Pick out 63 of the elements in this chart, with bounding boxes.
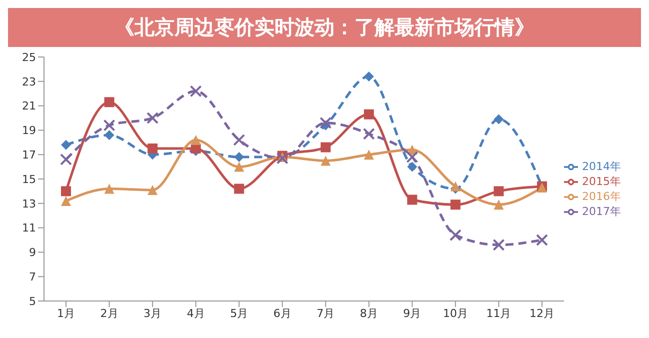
x-tick-label: 6月 <box>273 306 292 320</box>
y-tick-label: 23 <box>22 75 36 88</box>
point <box>494 186 504 196</box>
point <box>104 184 114 194</box>
point <box>148 144 158 154</box>
point <box>364 109 374 120</box>
point <box>406 151 418 164</box>
point <box>103 119 116 132</box>
legend-label: 2016年 <box>582 190 621 203</box>
y-tick-label: 7 <box>29 270 36 284</box>
point <box>536 234 548 246</box>
y-tick-label: 5 <box>29 294 36 308</box>
point <box>407 194 418 205</box>
x-tick-label: 4月 <box>186 306 205 320</box>
legend-label: 2017年 <box>582 205 621 218</box>
legend-label: 2015年 <box>582 175 621 188</box>
x-tick-label: 3月 <box>144 306 162 320</box>
point <box>146 112 159 124</box>
y-tick-label: 17 <box>22 148 36 162</box>
point <box>494 114 504 124</box>
point <box>233 134 246 146</box>
y-tick-label: 13 <box>22 197 36 210</box>
point <box>234 162 244 172</box>
x-tick-label: 11月 <box>486 306 512 320</box>
x-tick-label: 12月 <box>530 306 554 320</box>
point <box>364 72 374 82</box>
point <box>449 229 462 242</box>
point <box>450 200 460 210</box>
chart-title: 《北京周边枣价实时波动：了解最新市场行情》 <box>8 8 641 47</box>
legend-label: 2014年 <box>582 160 621 173</box>
point <box>320 116 332 129</box>
x-tick-label: 2月 <box>100 306 118 320</box>
y-tick-label: 25 <box>22 50 36 64</box>
point <box>494 200 504 210</box>
point <box>148 184 158 195</box>
x-tick-label: 10月 <box>442 306 468 320</box>
x-tick-label: 7月 <box>316 306 335 320</box>
y-tick-label: 15 <box>22 172 36 186</box>
x-tick-label: 8月 <box>360 306 378 320</box>
point <box>320 156 331 166</box>
point <box>60 153 72 166</box>
point <box>104 97 114 108</box>
point <box>104 130 114 140</box>
point <box>234 152 244 162</box>
point <box>61 196 71 206</box>
point <box>407 162 418 172</box>
point <box>190 85 202 98</box>
y-tick-label: 9 <box>29 246 36 260</box>
y-tick-label: 11 <box>22 222 36 235</box>
point <box>364 150 374 160</box>
point <box>61 186 71 196</box>
point <box>450 181 460 192</box>
x-tick-label: 5月 <box>230 306 248 320</box>
y-tick-label: 19 <box>22 124 36 138</box>
point <box>362 128 375 140</box>
x-tick-label: 9月 <box>403 306 422 320</box>
point <box>320 142 331 152</box>
x-tick-label: 1月 <box>57 306 75 320</box>
y-tick-label: 21 <box>22 100 36 113</box>
point <box>61 140 71 150</box>
point <box>492 238 505 251</box>
point <box>234 184 244 194</box>
point <box>190 134 201 145</box>
